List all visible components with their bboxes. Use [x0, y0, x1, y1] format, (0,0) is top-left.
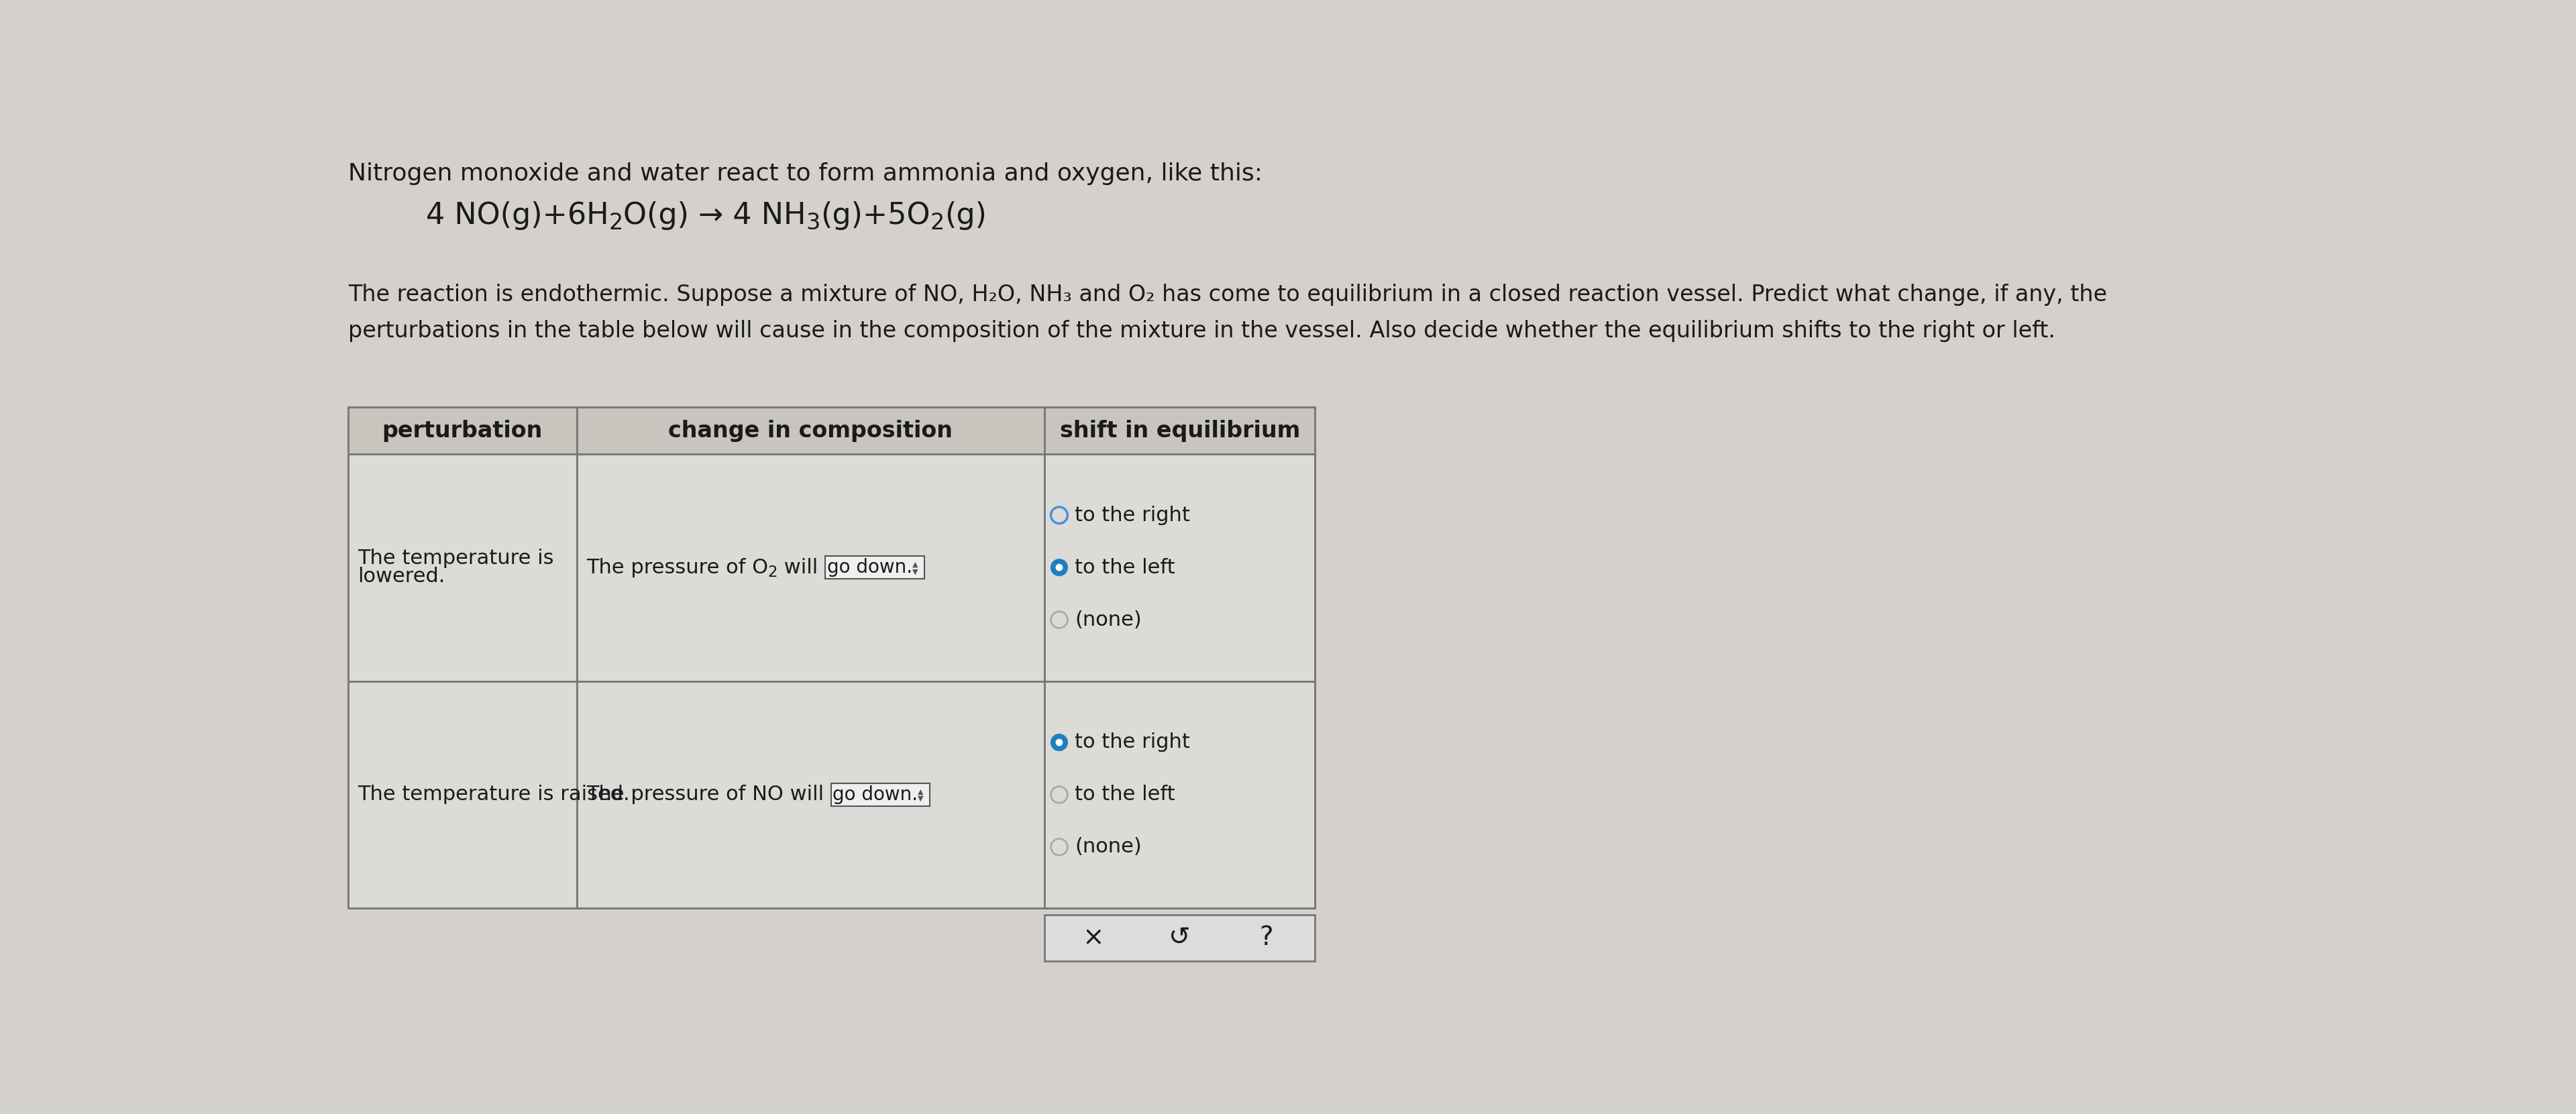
- Text: ▼: ▼: [917, 795, 922, 802]
- Bar: [832, 783, 930, 807]
- Text: (none): (none): [1074, 610, 1141, 629]
- Text: perturbation: perturbation: [381, 420, 544, 441]
- Bar: [348, 408, 1314, 908]
- Text: ×: ×: [1082, 925, 1105, 950]
- Text: ?: ?: [1260, 925, 1273, 950]
- Bar: [348, 681, 577, 908]
- Text: perturbations in the table below will cause in the composition of the mixture in: perturbations in the table below will ca…: [348, 320, 2056, 342]
- Text: (g)+5O: (g)+5O: [819, 202, 930, 231]
- Circle shape: [1051, 734, 1066, 751]
- Text: 4 NO(g)+6H: 4 NO(g)+6H: [425, 202, 608, 231]
- Text: ↺: ↺: [1170, 925, 1190, 950]
- Circle shape: [1056, 565, 1061, 570]
- Text: change in composition: change in composition: [670, 420, 953, 441]
- Text: The pressure of O: The pressure of O: [587, 558, 768, 577]
- Text: to the left: to the left: [1074, 558, 1175, 577]
- Bar: [824, 556, 925, 579]
- Text: lowered.: lowered.: [358, 567, 446, 586]
- Text: 3: 3: [806, 212, 819, 234]
- Bar: [1046, 681, 1314, 908]
- Bar: [577, 408, 1046, 453]
- Text: ▼: ▼: [912, 568, 917, 575]
- Text: 2: 2: [768, 565, 778, 580]
- Text: (g): (g): [945, 202, 987, 231]
- Bar: [577, 681, 1046, 908]
- Bar: [1046, 915, 1314, 961]
- Text: to the right: to the right: [1074, 506, 1190, 525]
- Circle shape: [1051, 559, 1066, 576]
- Text: go down.: go down.: [827, 558, 912, 577]
- Circle shape: [1056, 740, 1061, 745]
- Text: The temperature is raised.: The temperature is raised.: [358, 785, 629, 804]
- Bar: [577, 453, 1046, 681]
- Text: 2: 2: [930, 212, 945, 234]
- Text: will: will: [778, 558, 819, 577]
- Text: The temperature is: The temperature is: [358, 548, 554, 568]
- Text: 2: 2: [608, 212, 623, 234]
- Text: O(g) → 4 NH: O(g) → 4 NH: [623, 202, 806, 231]
- Bar: [348, 408, 577, 453]
- Bar: [1046, 408, 1314, 453]
- Bar: [1046, 453, 1314, 681]
- Text: The pressure of NO will: The pressure of NO will: [587, 785, 824, 804]
- Bar: [348, 453, 577, 681]
- Text: to the left: to the left: [1074, 785, 1175, 804]
- Text: shift in equilibrium: shift in equilibrium: [1059, 420, 1301, 441]
- Text: (none): (none): [1074, 838, 1141, 857]
- Text: go down.: go down.: [832, 785, 917, 804]
- Text: Nitrogen monoxide and water react to form ammonia and oxygen, like this:: Nitrogen monoxide and water react to for…: [348, 162, 1262, 185]
- Text: ▲: ▲: [917, 789, 922, 795]
- Text: ▲: ▲: [912, 561, 917, 568]
- Text: to the right: to the right: [1074, 733, 1190, 752]
- Text: The reaction is endothermic. Suppose a mixture of NO, H₂O, NH₃ and O₂ has come t: The reaction is endothermic. Suppose a m…: [348, 283, 2107, 305]
